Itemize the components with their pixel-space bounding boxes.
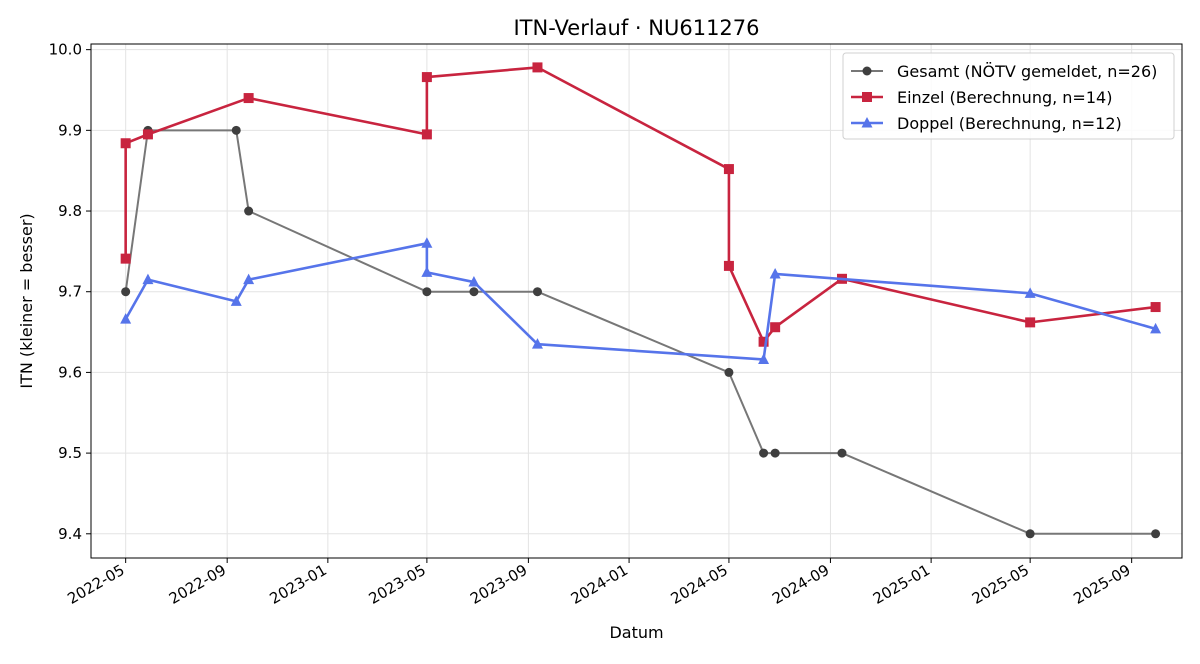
- legend-label: Doppel (Berechnung, n=12): [897, 114, 1122, 133]
- data-point: [723, 260, 734, 271]
- y-axis-label: ITN (kleiner = besser): [17, 213, 36, 388]
- legend-marker: [861, 117, 873, 128]
- plot-frame: [90, 43, 1183, 559]
- x-tick-label: 2023-01: [267, 561, 330, 608]
- data-point: [120, 253, 131, 264]
- data-point: [120, 313, 132, 324]
- data-point: [770, 448, 780, 458]
- data-point: [244, 206, 254, 216]
- series-3-triangle: [120, 237, 1162, 365]
- y-tick-label: 9.5: [58, 444, 82, 462]
- data-point: [837, 448, 847, 458]
- data-point: [1024, 287, 1036, 298]
- x-tick-label: 2022-05: [64, 561, 127, 608]
- data-point: [142, 129, 153, 140]
- data-point: [243, 93, 254, 104]
- data-point: [531, 338, 543, 349]
- legend: Gesamt (NÖTV gemeldet, n=26) Einzel (Bere…: [842, 52, 1175, 140]
- data-point: [770, 322, 781, 333]
- legend-label: Einzel (Berechnung, n=14): [897, 88, 1112, 107]
- legend-box: [842, 52, 1175, 140]
- data-point: [421, 266, 433, 277]
- data-point: [121, 287, 131, 297]
- data-point: [1025, 529, 1035, 539]
- y-tick-label: 9.7: [58, 283, 82, 301]
- data-point: [468, 276, 480, 287]
- data-point: [421, 237, 433, 248]
- y-tick-label: 9.4: [58, 525, 82, 543]
- data-point: [421, 129, 432, 140]
- x-tick-label: 2025-01: [870, 561, 933, 608]
- data-point: [243, 273, 255, 285]
- series-1-circle: [121, 125, 1161, 539]
- data-point: [231, 125, 241, 135]
- y-tick-label: 10.0: [49, 41, 82, 59]
- series-layer: [120, 62, 1162, 539]
- data-point: [758, 353, 770, 365]
- series-line: [124, 242, 1156, 361]
- y-tick-label: 9.8: [58, 202, 82, 220]
- y-tick-label: 9.9: [58, 121, 82, 139]
- x-tick-label: 2024-01: [568, 561, 631, 608]
- x-tick-label: 2025-05: [969, 561, 1032, 608]
- x-axis-label: Datum: [609, 623, 663, 642]
- data-point: [120, 138, 131, 149]
- data-point: [723, 164, 734, 175]
- y-tick-label: 9.6: [58, 363, 82, 381]
- data-point: [1025, 317, 1036, 328]
- data-point: [532, 287, 542, 297]
- data-point: [1151, 529, 1161, 539]
- data-point: [532, 62, 543, 73]
- x-tick-label: 2023-09: [467, 561, 530, 608]
- data-point: [758, 336, 769, 347]
- data-point: [1150, 302, 1161, 313]
- data-point: [769, 267, 781, 279]
- data-point: [230, 295, 242, 306]
- data-point: [469, 287, 479, 297]
- legend-marker: [862, 92, 872, 102]
- data-point: [142, 273, 154, 285]
- data-point: [724, 367, 734, 377]
- x-tick-label: 2023-05: [366, 561, 429, 608]
- x-tick-label: 2022-09: [166, 561, 229, 608]
- data-point: [422, 287, 432, 297]
- x-tick-label: 2024-05: [668, 561, 731, 608]
- legend-label: Gesamt (NÖTV gemeldet, n=26): [897, 62, 1157, 81]
- x-tick-label: 2025-09: [1070, 561, 1133, 608]
- series-2-square: [120, 62, 1161, 347]
- x-tick-label: 2024-09: [769, 561, 832, 608]
- data-point: [1150, 322, 1162, 334]
- series-line: [124, 129, 1156, 535]
- chart-title: ITN-Verlauf · NU611276: [513, 16, 759, 40]
- data-point: [421, 72, 432, 83]
- series-line: [124, 66, 1156, 344]
- data-point: [759, 448, 769, 458]
- legend-marker: [862, 66, 872, 76]
